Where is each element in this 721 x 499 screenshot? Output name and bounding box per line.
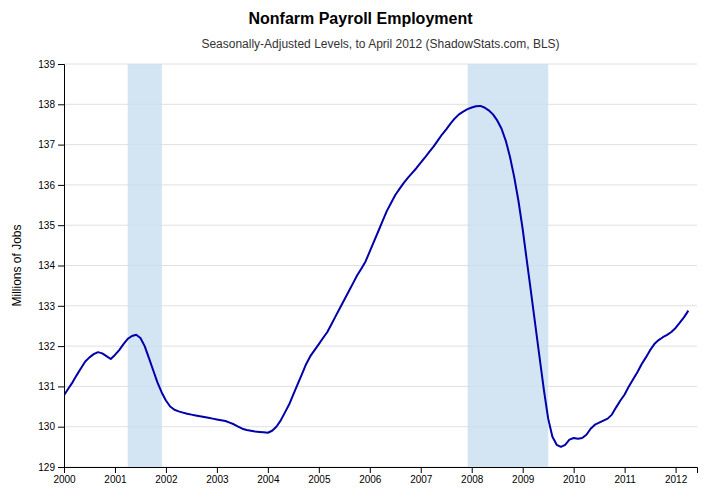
x-tick-label: 2008 <box>461 474 484 485</box>
title: Nonfarm Payroll Employment <box>248 10 473 27</box>
chart: 2000 2001 2002 2003 2004 2005 2006 2007 2008 2009… <box>0 0 721 499</box>
x-tick: 2006 <box>359 467 382 485</box>
x-tick-label: 2007 <box>410 474 433 485</box>
x-tick-label: 2002 <box>155 474 178 485</box>
x-tick: 2001 <box>104 467 127 485</box>
y-tick-mark <box>58 104 64 105</box>
x-tick-mark <box>421 467 422 473</box>
y-tick: 137 <box>38 139 64 150</box>
y-tick-label: 135 <box>38 220 55 231</box>
x-tick-label: 2005 <box>308 474 331 485</box>
y-tick-mark <box>58 145 64 146</box>
recession-band <box>128 64 162 467</box>
y-tick-label: 133 <box>38 301 55 312</box>
x-tick-label: 2006 <box>359 474 382 485</box>
y-tick: 136 <box>38 180 64 191</box>
y-tick: 131 <box>38 381 64 392</box>
y-tick: 138 <box>38 99 64 110</box>
plot-area <box>64 64 688 467</box>
y-tick-label: 132 <box>38 341 55 352</box>
y-tick-label: 136 <box>38 180 55 191</box>
y-tick-label: 134 <box>38 260 55 271</box>
grid <box>64 64 697 467</box>
y-tick-mark <box>58 185 64 186</box>
x-tick: 2004 <box>257 467 280 485</box>
y-tick-mark <box>58 64 64 65</box>
x-tick-mark <box>574 467 575 473</box>
y-tick: 129 <box>38 462 64 473</box>
x-tick: 2007 <box>410 467 433 485</box>
x-tick-mark <box>217 467 218 473</box>
x-tick: 2011 <box>614 467 636 485</box>
y-tick: 133 <box>38 301 64 312</box>
y-tick: 139 <box>38 59 64 70</box>
x-tick: 2003 <box>206 467 229 485</box>
x-tick: 2002 <box>155 467 178 485</box>
y-tick-mark <box>58 386 64 387</box>
x-tick-mark <box>115 467 116 473</box>
y-tick-label: 137 <box>38 139 55 150</box>
y-axis-line <box>58 65 65 468</box>
x-tick-mark <box>676 467 677 473</box>
x-tick-mark <box>370 467 371 473</box>
x-tick: 2010 <box>563 467 586 485</box>
x-tick-label: 2012 <box>665 474 688 485</box>
y-tick-label: 130 <box>38 421 55 432</box>
y-tick-mark <box>58 467 64 468</box>
y-tick-mark <box>58 346 64 347</box>
y-tick-mark <box>58 225 64 226</box>
data-line <box>64 106 688 447</box>
recession-band <box>468 64 549 467</box>
x-tick-mark <box>472 467 473 473</box>
y-tick-label: 139 <box>38 59 55 70</box>
y-tick-mark <box>58 266 64 267</box>
x-tick-mark <box>268 467 269 473</box>
subtitle: Seasonally-Adjusted Levels, to April 201… <box>201 37 559 51</box>
x-tick: 2012 <box>665 467 688 485</box>
y-tick: 130 <box>38 421 64 432</box>
x-tick-mark <box>319 467 320 473</box>
y-tick: 134 <box>38 260 64 271</box>
x-tick: 2009 <box>512 467 535 485</box>
x-tick-label: 2000 <box>53 474 76 485</box>
x-axis-line <box>65 468 698 474</box>
y-axis-title: Millions of Jobs <box>10 224 24 306</box>
y-tick-mark <box>58 306 64 307</box>
x-tick-mark <box>166 467 167 473</box>
x-tick-mark <box>625 467 626 473</box>
x-tick: 2000 <box>53 467 76 485</box>
y-tick-mark <box>58 427 64 428</box>
x-tick-label: 2011 <box>614 474 636 485</box>
x-tick-mark <box>523 467 524 473</box>
x-tick-label: 2009 <box>512 474 535 485</box>
x-tick-label: 2004 <box>257 474 280 485</box>
x-tick: 2005 <box>308 467 331 485</box>
y-tick-label: 129 <box>38 462 55 473</box>
x-axis: 2000 2001 2002 2003 2004 2005 2006 2007 2008 2009… <box>53 467 697 485</box>
x-tick: 2008 <box>461 467 484 485</box>
y-axis: 129 130 131 132 133 134 135 136 137 138 139 <box>38 59 64 473</box>
y-tick: 132 <box>38 341 64 352</box>
x-tick-label: 2001 <box>104 474 127 485</box>
y-tick: 135 <box>38 220 64 231</box>
y-tick-label: 138 <box>38 99 55 110</box>
y-tick-label: 131 <box>38 381 55 392</box>
x-tick-label: 2003 <box>206 474 229 485</box>
x-tick-label: 2010 <box>563 474 586 485</box>
